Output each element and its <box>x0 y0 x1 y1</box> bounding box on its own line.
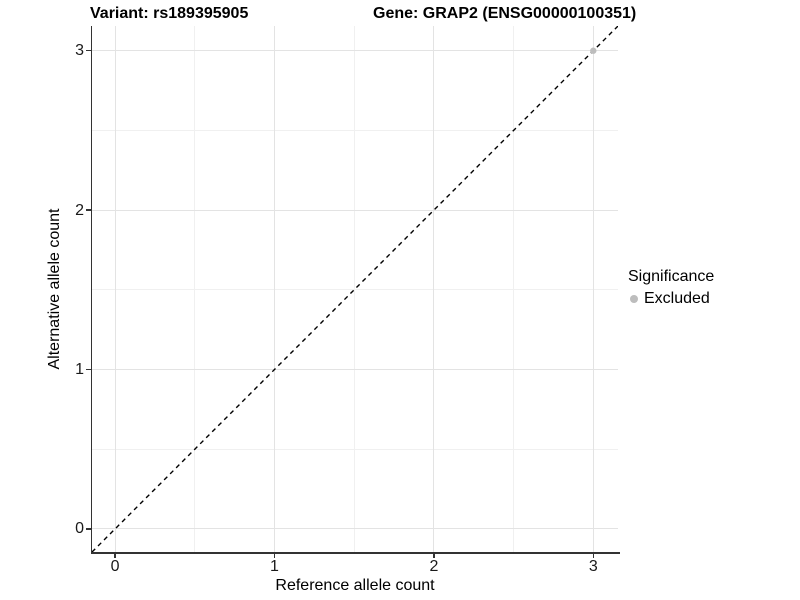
plot-panel <box>92 26 618 552</box>
variant-title: Variant: rs189395905 <box>90 5 249 22</box>
x-tick-label: 0 <box>110 558 120 575</box>
y-tick-label: 1 <box>75 360 84 378</box>
legend-entry-excluded: Excluded <box>628 290 714 308</box>
gridline-vertical <box>114 26 116 552</box>
y-axis-line <box>90 26 92 554</box>
gridline-vertical <box>513 26 515 552</box>
gridline-vertical <box>592 26 594 552</box>
x-tick-label: 2 <box>429 558 439 575</box>
x-axis-title: Reference allele count <box>275 577 435 594</box>
legend-title: Significance <box>628 268 715 285</box>
axis-tick-mark <box>592 553 595 558</box>
gridline-horizontal <box>92 448 618 450</box>
axis-tick-mark <box>86 49 91 52</box>
x-tick-label: 3 <box>588 558 598 575</box>
y-tick-label: 3 <box>75 42 84 60</box>
gridline-horizontal <box>92 368 618 370</box>
axis-tick-mark <box>114 553 116 558</box>
y-axis-title: Alternative allele count <box>46 208 63 370</box>
gridline-horizontal <box>92 50 618 52</box>
axis-tick-mark <box>433 553 435 558</box>
legend-key-circle-icon <box>630 295 638 303</box>
x-axis-line <box>90 552 620 554</box>
gridline-vertical <box>194 26 196 552</box>
y-tick-label: 0 <box>75 520 84 538</box>
y-tick-label: 2 <box>75 201 84 219</box>
gene-title: Gene: GRAP2 (ENSG00000100351) <box>373 5 637 22</box>
gridline-horizontal <box>92 289 618 291</box>
gridline-vertical <box>353 26 355 552</box>
x-tick-label: 1 <box>270 558 279 575</box>
gridline-vertical <box>274 26 275 552</box>
axis-tick-mark <box>86 368 91 371</box>
legend: Significance Excluded <box>628 268 714 308</box>
data-point-excluded <box>590 47 597 54</box>
legend-entry-label: Excluded <box>644 290 710 307</box>
gridline-horizontal <box>92 129 618 131</box>
gridline-horizontal <box>92 528 618 530</box>
axis-tick-mark <box>273 553 276 558</box>
gridline-horizontal <box>92 209 618 211</box>
plot-panel-svg <box>92 26 618 552</box>
identity-reference-line <box>92 26 618 552</box>
axis-tick-mark <box>86 209 91 211</box>
axis-tick-mark <box>86 528 91 530</box>
gridline-vertical <box>433 26 435 552</box>
